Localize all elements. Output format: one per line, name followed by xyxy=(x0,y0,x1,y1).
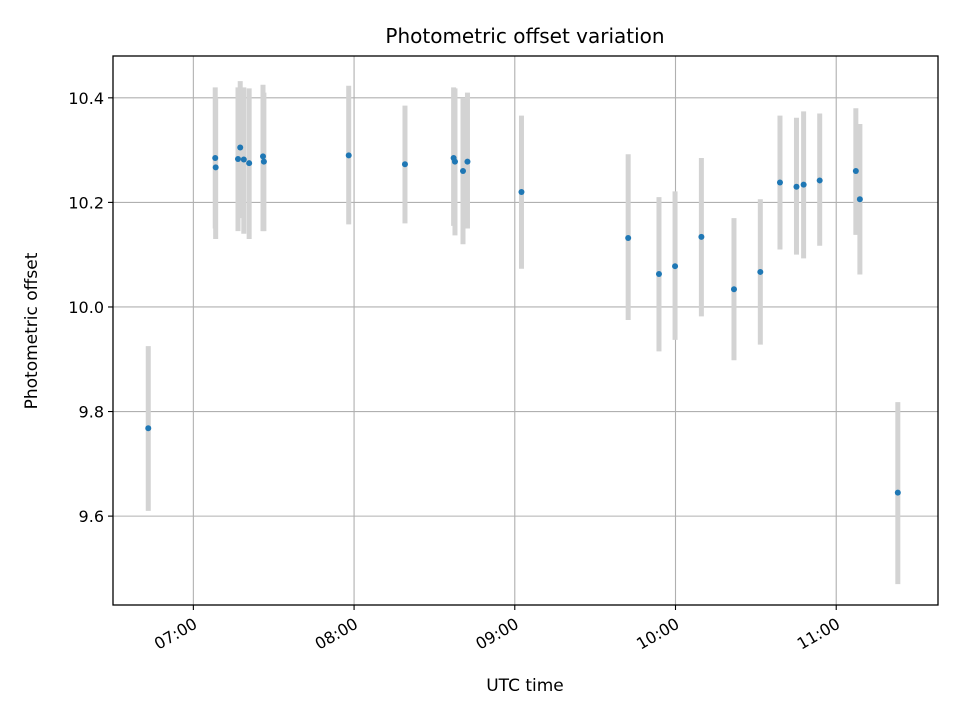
data-point xyxy=(894,489,901,496)
data-point xyxy=(212,154,219,161)
y-tick-label: 9.6 xyxy=(79,507,104,526)
x-tick-label: 10:00 xyxy=(633,614,682,654)
x-tick-label: 07:00 xyxy=(151,614,200,654)
data-point xyxy=(793,183,800,190)
data-point xyxy=(852,168,859,175)
x-tick-label: 11:00 xyxy=(794,614,843,654)
data-point xyxy=(145,425,152,432)
x-tick-label: 09:00 xyxy=(472,614,521,654)
data-point xyxy=(757,268,764,275)
chart-title: Photometric offset variation xyxy=(385,24,664,48)
y-tick-label: 10.4 xyxy=(68,89,104,108)
y-axis-label: Photometric offset xyxy=(22,252,42,409)
y-tick-label: 10.2 xyxy=(68,193,104,212)
data-point xyxy=(464,158,471,165)
data-point xyxy=(698,233,705,240)
point-layer xyxy=(145,144,901,496)
data-point xyxy=(237,144,244,151)
plot-frame xyxy=(112,55,939,606)
data-point xyxy=(260,158,267,165)
y-tick-label: 9.8 xyxy=(79,403,104,422)
y-tick-label: 10.0 xyxy=(68,298,104,317)
data-point xyxy=(655,271,662,278)
data-point xyxy=(730,286,737,293)
x-tick-label: 08:00 xyxy=(312,614,361,654)
grid-layer xyxy=(113,56,938,605)
data-point xyxy=(518,188,525,195)
data-point xyxy=(240,156,247,163)
data-point xyxy=(672,263,679,270)
data-point xyxy=(246,160,253,167)
data-point xyxy=(460,168,466,175)
data-point xyxy=(260,153,266,160)
data-point xyxy=(451,158,458,165)
data-point xyxy=(776,179,783,186)
data-point xyxy=(856,196,863,203)
data-point xyxy=(401,161,408,168)
data-point xyxy=(625,234,632,241)
data-point xyxy=(212,164,219,171)
data-point xyxy=(345,152,352,159)
data-point xyxy=(235,156,241,163)
x-axis-label: UTC time xyxy=(486,676,564,696)
data-point xyxy=(800,181,807,188)
data-point xyxy=(816,177,823,184)
